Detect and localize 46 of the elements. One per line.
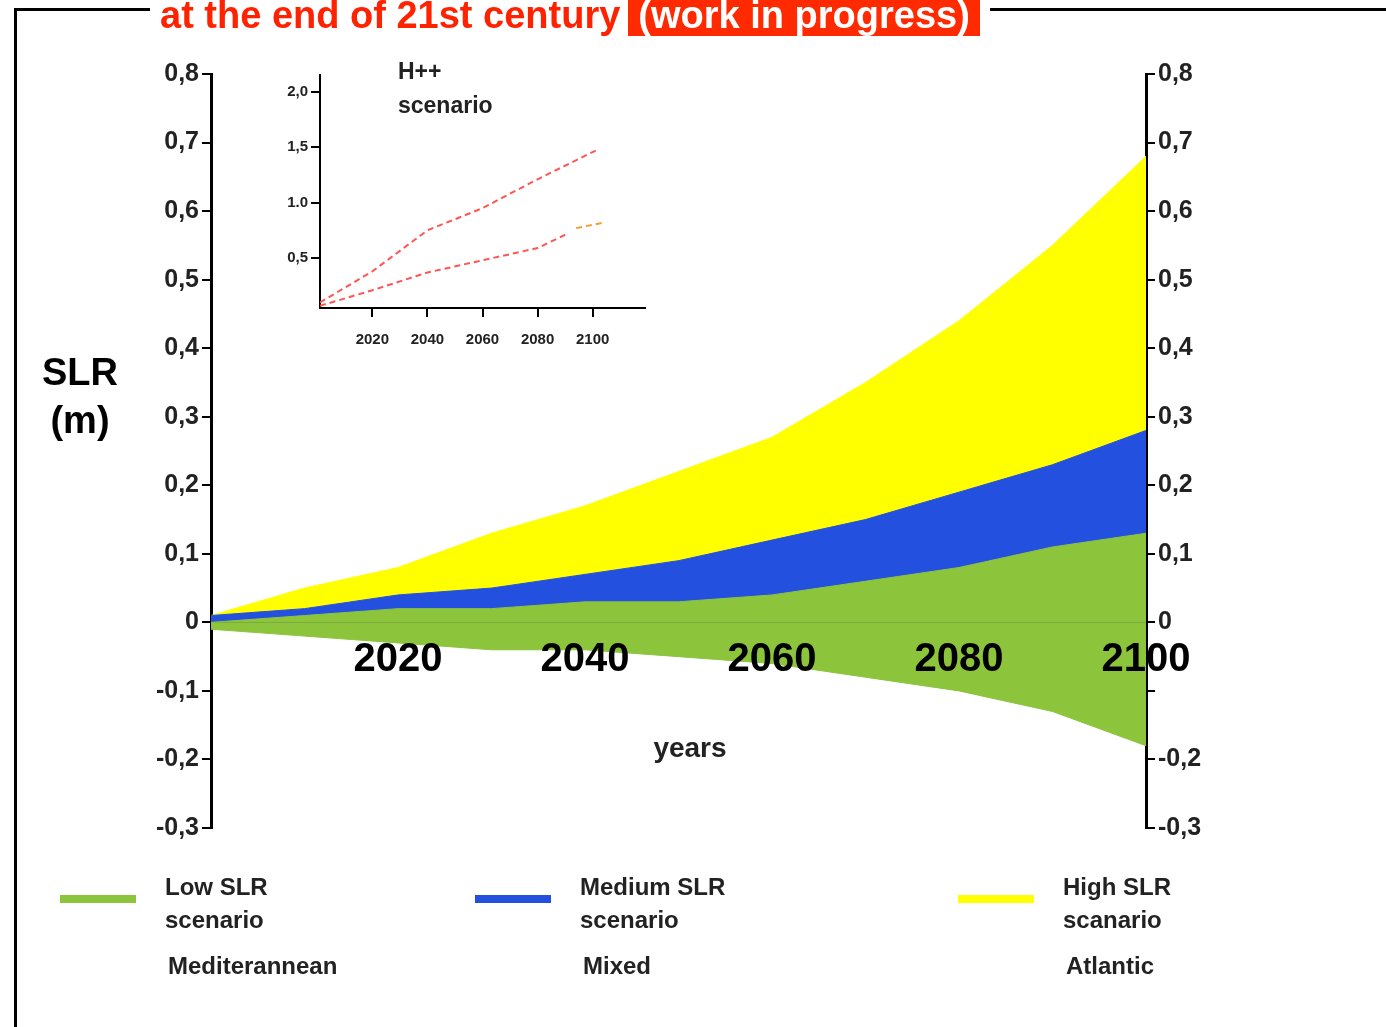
y-tick-label: 0,6 (164, 194, 199, 223)
annotation: H++ scenario (398, 57, 494, 120)
x-tick-label: 2020 (353, 635, 443, 680)
y-tick-label: 0,5 (287, 248, 308, 266)
y-tick-label: 0,2 (164, 469, 199, 498)
y-tick-label: -0,2 (155, 743, 199, 772)
y-tick-label: 0,1 (164, 537, 200, 566)
x-tick-label: 2100 (575, 330, 610, 348)
y-tick-label: 0 (185, 606, 199, 635)
text: Mediterannean (168, 951, 338, 981)
y-tick-label: 0,4 (164, 332, 200, 361)
y2-tick-label: 0,4 (1158, 332, 1193, 361)
y2-tick-label: 0,5 (1158, 263, 1193, 292)
y-tick-label: 0,8 (164, 57, 200, 86)
y2-tick-label: 0,6 (1158, 194, 1193, 223)
text: Mixed (583, 951, 652, 981)
text: Atlantic (1066, 951, 1155, 981)
legend-label: Medium SLR scenario (580, 872, 727, 935)
legend-label: High SLR scanario (1063, 872, 1172, 935)
y-tick-label: 0,3 (164, 400, 199, 429)
y-axis-title: SLR (m) (41, 350, 119, 443)
chart-subtitle: (work in progress) (628, 0, 980, 36)
x-tick-label: 2100 (1101, 635, 1191, 680)
y2-tick-label: 0,3 (1158, 400, 1193, 429)
x-tick-label: 2040 (410, 330, 445, 348)
y2-tick-label: -0,3 (1158, 811, 1202, 840)
y2-tick-label: 0,7 (1158, 126, 1193, 155)
y-tick-label: -0,1 (155, 674, 200, 703)
x-tick-label: 2080 (914, 635, 1004, 680)
x-tick-label: 2060 (465, 330, 500, 348)
y-tick-label: 2,0 (287, 81, 308, 99)
x-tick-label: 2020 (355, 330, 390, 348)
y2-tick-label: 0,2 (1158, 469, 1193, 498)
y2-tick-label: 0,1 (1158, 537, 1193, 566)
y2-tick-label: 0 (1158, 606, 1172, 635)
y-tick-label: 0,7 (164, 126, 199, 155)
y-tick-label: 1,5 (287, 137, 308, 155)
y-tick-label: 0,5 (164, 263, 200, 292)
y-tick-label: -0,3 (155, 811, 199, 840)
chart-title: at the end of 21st century (160, 0, 621, 36)
legend-label: Low SLR scenario (165, 872, 269, 935)
x-axis-title: years (652, 732, 728, 764)
y2-tick-label: -0,2 (1158, 743, 1202, 772)
y-tick-label: 1.0 (287, 192, 308, 210)
y2-tick-label: 0,8 (1158, 57, 1193, 86)
x-tick-label: 2080 (520, 330, 555, 348)
